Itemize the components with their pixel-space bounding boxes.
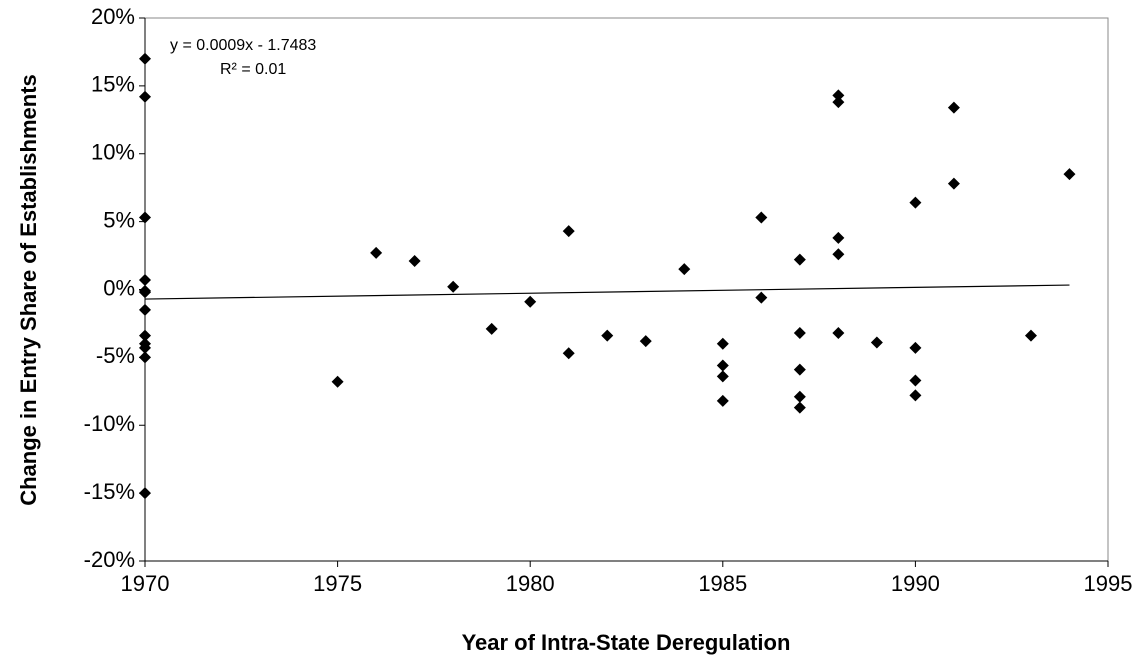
x-tick-label: 1985 [698, 571, 747, 596]
point [909, 374, 922, 387]
point [832, 96, 845, 109]
point [331, 375, 344, 388]
y-tick-label: 10% [91, 140, 135, 165]
point [716, 394, 729, 407]
x-axis-label: Year of Intra-State Deregulation [462, 630, 791, 655]
point [909, 341, 922, 354]
point [601, 329, 614, 342]
x-tick-label: 1970 [121, 571, 170, 596]
point [793, 253, 806, 266]
point [139, 286, 151, 299]
point [447, 280, 460, 293]
point [408, 254, 421, 267]
plot-area [144, 17, 1109, 562]
point [870, 336, 883, 349]
y-tick-label: -5% [96, 343, 135, 368]
x-tick-label: 1995 [1084, 571, 1133, 596]
y-axis-label: Change in Entry Share of Establishments [16, 74, 41, 506]
point [832, 231, 845, 244]
point [562, 347, 575, 360]
point [832, 248, 845, 261]
x-tick-label: 1975 [313, 571, 362, 596]
point [524, 295, 537, 308]
point [678, 263, 691, 276]
point [139, 341, 151, 354]
point [909, 196, 922, 209]
point [639, 335, 652, 348]
trendline-equation: y = 0.0009x - 1.7483 [170, 37, 316, 54]
point [139, 329, 151, 342]
point [139, 211, 151, 224]
point [755, 211, 768, 224]
trendline-r2: R² = 0.01 [220, 61, 286, 78]
point [370, 246, 383, 259]
point [139, 303, 151, 316]
x-tick-label: 1990 [891, 571, 940, 596]
point [793, 401, 806, 414]
y-tick-label: 20% [91, 4, 135, 29]
point [755, 291, 768, 304]
point [716, 337, 729, 350]
point [139, 273, 151, 286]
point [139, 487, 151, 500]
y-tick-label: 15% [91, 72, 135, 97]
point [485, 322, 498, 335]
point [832, 89, 845, 102]
x-tick-label: 1980 [506, 571, 555, 596]
point [562, 225, 575, 238]
point [716, 359, 729, 372]
point [1024, 329, 1037, 342]
point [139, 351, 151, 364]
point [793, 390, 806, 403]
point [793, 363, 806, 376]
point [139, 90, 151, 103]
point [139, 52, 151, 65]
y-tick-label: 0% [103, 275, 135, 300]
y-tick-label: 5% [103, 207, 135, 232]
point [909, 389, 922, 402]
point [947, 101, 960, 114]
trendline [144, 284, 1070, 300]
point [716, 370, 729, 383]
point [793, 326, 806, 339]
y-tick-label: -20% [84, 547, 135, 572]
point [947, 177, 960, 190]
point [1063, 168, 1076, 181]
point [832, 326, 845, 339]
y-tick-label: -15% [84, 479, 135, 504]
y-tick-label: -10% [84, 411, 135, 436]
